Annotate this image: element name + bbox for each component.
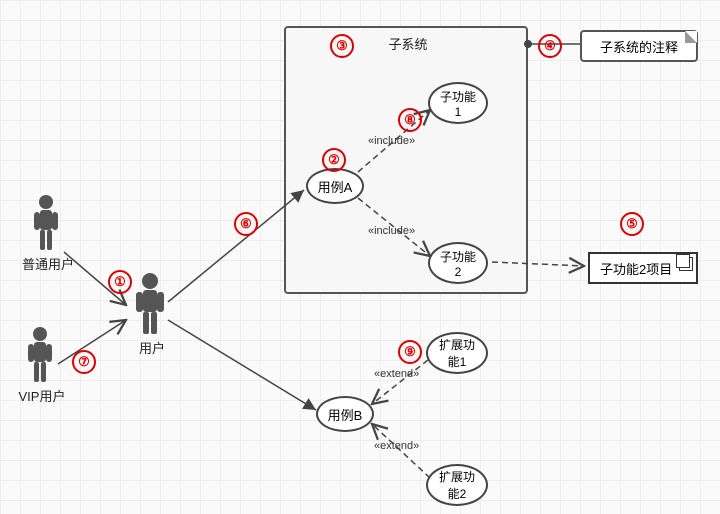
diagram-canvas: 子系统 子系统的注释 子功能2项目 bbox=[0, 0, 720, 514]
subfeature-2: 子功能 2 bbox=[428, 242, 488, 284]
system-title: 子系统 bbox=[358, 34, 458, 53]
marker-9: ⑨ bbox=[398, 340, 422, 364]
extend-feature-2: 扩展功 能2 bbox=[426, 464, 488, 506]
annotation-note: 子系统的注释 bbox=[580, 30, 698, 62]
actor-normal-icon bbox=[28, 194, 64, 252]
marker-4: ④ bbox=[538, 34, 562, 58]
subfeature-2-label: 子功能 2 bbox=[440, 248, 476, 279]
usecase-a-label: 用例A bbox=[318, 177, 353, 196]
usecase-b: 用例B bbox=[316, 396, 374, 432]
include-label-2: «include» bbox=[368, 225, 415, 237]
actor-user-icon bbox=[130, 272, 170, 336]
marker-5: ⑤ bbox=[620, 212, 644, 236]
marker-2: ② bbox=[322, 148, 346, 172]
actor-vip-label: VIP用户 bbox=[12, 386, 72, 405]
marker-6: ⑥ bbox=[234, 212, 258, 236]
reference-box: 子功能2项目 bbox=[588, 252, 698, 284]
reference-icon bbox=[679, 257, 693, 271]
extend-label-1: «extend» bbox=[374, 368, 419, 380]
actor-vip-icon bbox=[22, 326, 58, 384]
subfeature-1-label: 子功能 1 bbox=[440, 88, 476, 119]
extend-feature-1: 扩展功 能1 bbox=[426, 332, 488, 374]
include-label-1: «include» bbox=[368, 135, 415, 147]
extend-label-2: «extend» bbox=[374, 440, 419, 452]
marker-7: ⑦ bbox=[72, 350, 96, 374]
reference-label: 子功能2项目 bbox=[600, 259, 672, 278]
note-fold-icon bbox=[685, 31, 697, 43]
actor-normal-label: 普通用户 bbox=[18, 254, 78, 273]
marker-8: ⑧ bbox=[398, 108, 422, 132]
extend-feature-2-label: 扩展功 能2 bbox=[439, 468, 475, 502]
extend-feature-1-label: 扩展功 能1 bbox=[439, 336, 475, 370]
subfeature-1: 子功能 1 bbox=[428, 82, 488, 124]
note-text: 子系统的注释 bbox=[600, 37, 678, 56]
marker-1: ① bbox=[108, 270, 132, 294]
system-boundary: 子系统 bbox=[284, 26, 528, 294]
usecase-b-label: 用例B bbox=[328, 405, 363, 424]
actor-user-label: 用户 bbox=[132, 338, 172, 357]
usecase-a: 用例A bbox=[306, 168, 364, 204]
marker-3: ③ bbox=[330, 34, 354, 58]
